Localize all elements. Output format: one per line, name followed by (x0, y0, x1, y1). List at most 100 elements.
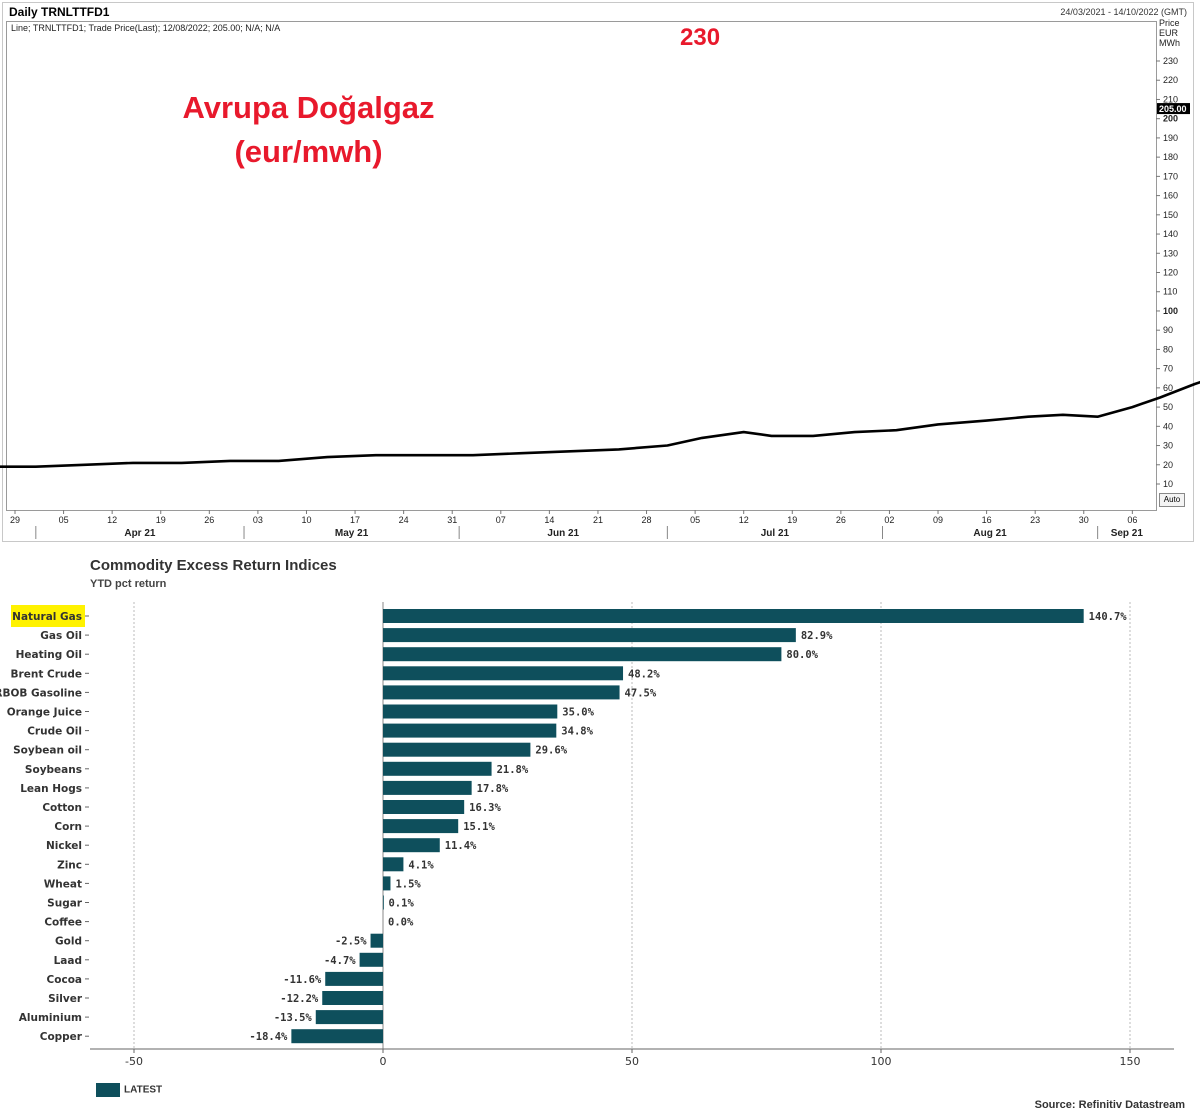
x-tick-label: 31 (447, 515, 457, 525)
category-label: Gas Oil (40, 630, 82, 642)
x-tick-label: 19 (787, 515, 797, 525)
data-label: 34.8% (561, 726, 593, 738)
bar (325, 971, 383, 986)
date-range-label: 24/03/2021 - 14/10/2022 (GMT) (1060, 7, 1187, 17)
x-tick-label: 12 (739, 515, 749, 525)
y-tick-label: 150 (1163, 210, 1178, 220)
y-tick-label: 140 (1163, 229, 1178, 239)
bar (383, 628, 796, 643)
x-tick-label: 150 (1120, 1055, 1141, 1068)
x-month-label: Aug 21 (973, 528, 1007, 539)
x-month-label: Jul 21 (761, 528, 790, 539)
x-tick-label: 06 (1127, 515, 1137, 525)
data-label: 48.2% (628, 668, 660, 680)
y-tick-label: 200 (1163, 114, 1178, 124)
bar (291, 1029, 383, 1044)
plot-area-frame: Line; TRNLTTFD1; Trade Price(Last); 12/0… (6, 21, 1157, 511)
data-label: 0.1% (388, 898, 414, 910)
bar (359, 952, 383, 967)
x-tick-label: 29 (10, 515, 20, 525)
data-label: 0.0% (388, 917, 414, 929)
x-tick-label: 21 (593, 515, 603, 525)
category-label: Copper (40, 1031, 83, 1043)
category-label: Cotton (42, 802, 82, 814)
category-label: Heating Oil (16, 649, 82, 661)
y-tick-label: 180 (1163, 152, 1178, 162)
x-tick-label: 100 (871, 1055, 892, 1068)
category-label: Crude Oil (27, 726, 82, 738)
data-label: 11.4% (445, 840, 477, 852)
data-label: 140.7% (1089, 611, 1128, 623)
x-tick-label: 26 (204, 515, 214, 525)
auto-scale-button[interactable]: Auto (1159, 493, 1185, 507)
highlight-box (11, 605, 85, 627)
data-label: 21.8% (497, 764, 529, 776)
data-label: 1.5% (395, 878, 421, 890)
x-tick-label: 05 (690, 515, 700, 525)
y-tick-label: 220 (1163, 75, 1178, 85)
y-tick-label: 100 (1163, 306, 1178, 316)
last-value-tag (1157, 103, 1190, 115)
y-tick-label: 120 (1163, 268, 1178, 278)
x-tick-label: 28 (642, 515, 652, 525)
category-label: Wheat (44, 878, 82, 890)
x-tick-label: 09 (933, 515, 943, 525)
x-tick-label: 26 (836, 515, 846, 525)
bar (383, 800, 465, 814)
source-note: Source: Refinitiv Datastream (1034, 1099, 1185, 1111)
data-label: 16.3% (469, 802, 501, 814)
x-month-label: May 21 (335, 528, 369, 539)
x-tick-label: 17 (350, 515, 360, 525)
category-label: Silver (48, 993, 83, 1005)
y-tick-label: 90 (1163, 325, 1173, 335)
data-label: -12.2% (280, 993, 319, 1005)
bar-chart-title: Commodity Excess Return Indices (90, 557, 337, 574)
x-tick-label: 24 (399, 515, 409, 525)
data-label: 29.6% (535, 745, 567, 757)
x-tick-label: 23 (1030, 515, 1040, 525)
bar (383, 685, 620, 700)
bar (383, 895, 384, 910)
x-month-label: Sep 21 (1111, 528, 1144, 539)
category-label: Cocoa (47, 974, 82, 986)
y-tick-label: 230 (1163, 56, 1178, 66)
data-label: 15.1% (463, 821, 495, 833)
price-line (0, 380, 1200, 469)
data-label: 82.9% (801, 630, 833, 642)
y-tick-label: 130 (1163, 248, 1178, 258)
bar (315, 1010, 383, 1025)
data-label: 4.1% (408, 859, 434, 871)
legend-swatch (96, 1083, 120, 1097)
y-tick-label: 30 (1163, 441, 1173, 451)
x-tick-label: 30 (1079, 515, 1089, 525)
x-month-label: Apr 21 (124, 528, 156, 539)
bar (383, 819, 459, 834)
category-label: RBOB Gasoline (0, 687, 82, 699)
bar (383, 704, 558, 719)
x-tick-label: 16 (982, 515, 992, 525)
bar (322, 991, 383, 1005)
category-label: Natural Gas (12, 611, 82, 623)
bar (383, 609, 1084, 623)
category-label: Corn (54, 821, 82, 833)
category-label: Orange Juice (7, 707, 82, 719)
annotation-unit: (eur/mwh) (234, 134, 383, 169)
category-label: Brent Crude (11, 668, 82, 680)
bar (383, 838, 440, 853)
category-label: Lean Hogs (20, 783, 82, 795)
category-label: Soybean oil (13, 745, 82, 757)
category-label: Coffee (44, 917, 82, 929)
bar (383, 857, 404, 872)
category-label: Aluminium (19, 1012, 82, 1024)
data-label: -2.5% (335, 936, 367, 948)
x-tick-label: 14 (544, 515, 554, 525)
y-tick-label: 210 (1163, 94, 1178, 104)
annotation-peak-value: 230 (680, 24, 721, 51)
data-label: -11.6% (283, 974, 322, 986)
y-tick-label: 160 (1163, 191, 1178, 201)
price-chart-title: Daily TRNLTTFD1 (9, 5, 110, 19)
y-axis-unit-currency: EUR (1159, 28, 1179, 38)
last-value-label: 205.00 (1159, 104, 1187, 114)
bar (383, 742, 531, 757)
legend-label: LATEST (124, 1084, 163, 1096)
